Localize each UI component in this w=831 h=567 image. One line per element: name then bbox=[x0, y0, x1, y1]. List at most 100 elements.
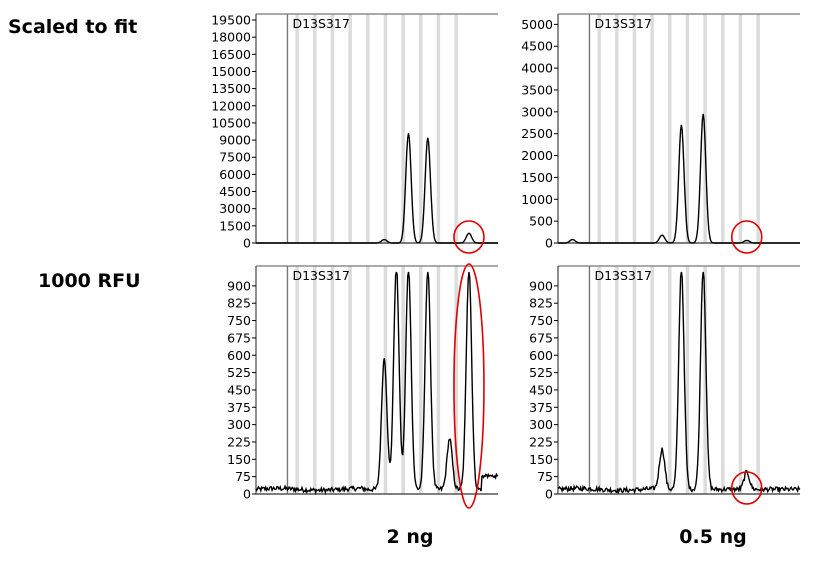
y-tick-label: 0 bbox=[545, 236, 553, 251]
y-tick-label: 375 bbox=[227, 400, 251, 415]
y-tick-label: 0 bbox=[545, 487, 553, 502]
marker-label: D13S317 bbox=[292, 16, 349, 31]
allele-bin-stripe bbox=[454, 14, 458, 243]
y-tick-label: 3000 bbox=[219, 201, 251, 216]
allele-bin-stripe bbox=[721, 266, 725, 494]
y-tick-label: 500 bbox=[529, 214, 553, 229]
allele-bin-stripe bbox=[454, 266, 458, 494]
chart-panel-scaled-05ng: 0 500 1000 1500 2000 2500 3000 3500 4000 4500 5000… bbox=[521, 13, 800, 254]
allele-bin-stripe bbox=[650, 14, 654, 243]
y-tick-label: 2500 bbox=[521, 126, 553, 141]
y-tick-label: 300 bbox=[529, 417, 553, 432]
y-tick-label: 3500 bbox=[521, 82, 553, 97]
allele-bin-stripe bbox=[419, 14, 423, 243]
allele-bin-stripe bbox=[685, 14, 690, 243]
allele-bin-stripe bbox=[650, 266, 654, 494]
y-tick-label: 900 bbox=[529, 278, 553, 293]
highlight-ellipse bbox=[453, 220, 485, 254]
y-tick-label: 75 bbox=[537, 469, 553, 484]
allele-bin-stripe bbox=[632, 266, 637, 494]
column-label-05ng: 0.5 ng bbox=[679, 526, 747, 548]
allele-bin-stripe bbox=[313, 14, 317, 243]
electropherogram-trace bbox=[557, 271, 801, 495]
allele-bin-stripe bbox=[721, 14, 725, 243]
electropherogram-trace bbox=[255, 271, 499, 496]
y-tick-label: 1000 bbox=[521, 192, 553, 207]
allele-bin-stripe bbox=[615, 14, 619, 243]
allele-bin-stripe bbox=[703, 266, 707, 494]
y-tick-label: 675 bbox=[227, 330, 251, 345]
chart-panel-1000rfu-2ng: 0 75 150 225 300 375 450 525 600 675 750 825 900 D13S… bbox=[227, 263, 499, 509]
y-tick-label: 600 bbox=[227, 348, 251, 363]
allele-bins bbox=[597, 14, 760, 243]
allele-bin-stripe bbox=[597, 14, 601, 243]
y-tick-label: 900 bbox=[227, 278, 251, 293]
y-tick-label: 150 bbox=[529, 452, 553, 467]
y-tick-label: 16500 bbox=[211, 47, 251, 62]
y-tick-label: 12000 bbox=[211, 98, 251, 113]
y-tick-label: 10500 bbox=[211, 115, 251, 130]
allele-bin-stripe bbox=[738, 14, 743, 243]
y-tick-label: 1500 bbox=[219, 218, 251, 233]
allele-bin-stripe bbox=[615, 266, 619, 494]
chart-panel-1000rfu-05ng: 0 75 150 225 300 375 450 525 600 675 750 825 900 D13S… bbox=[529, 265, 801, 505]
y-tick-label: 9000 bbox=[219, 133, 251, 148]
y-tick-label: 525 bbox=[227, 365, 251, 380]
allele-bin-stripe bbox=[401, 266, 405, 494]
row-label-scaled-to-fit: Scaled to fit bbox=[8, 16, 138, 38]
marker-label: D13S317 bbox=[594, 16, 651, 31]
allele-bin-stripe bbox=[738, 266, 743, 494]
highlight-ellipse bbox=[730, 220, 763, 254]
y-tick-label: 225 bbox=[227, 434, 251, 449]
allele-bin-stripe bbox=[419, 266, 423, 494]
allele-bin-stripe bbox=[632, 14, 637, 243]
y-tick-label: 6000 bbox=[219, 167, 251, 182]
allele-bin-stripe bbox=[348, 266, 352, 494]
allele-bin-stripe bbox=[668, 14, 672, 243]
y-tick-label: 750 bbox=[529, 313, 553, 328]
y-tick-label: 750 bbox=[227, 313, 251, 328]
allele-bin-stripe bbox=[295, 266, 299, 494]
allele-bins bbox=[295, 14, 458, 243]
marker-label: D13S317 bbox=[594, 268, 651, 283]
allele-bin-stripe bbox=[685, 266, 690, 494]
y-tick-label: 5000 bbox=[521, 17, 553, 32]
y-tick-label: 0 bbox=[243, 236, 251, 251]
allele-bin-stripe bbox=[366, 266, 370, 494]
y-tick-label: 825 bbox=[227, 296, 251, 311]
allele-bins bbox=[597, 266, 760, 494]
allele-bin-stripe bbox=[756, 14, 760, 243]
y-tick-label: 525 bbox=[529, 365, 553, 380]
allele-bin-stripe bbox=[756, 266, 760, 494]
y-tick-label: 225 bbox=[529, 434, 553, 449]
y-tick-label: 450 bbox=[227, 382, 251, 397]
allele-bin-stripe bbox=[383, 14, 388, 243]
y-tick-label: 2000 bbox=[521, 148, 553, 163]
y-tick-label: 375 bbox=[529, 400, 553, 415]
chart-panel-scaled-2ng: 0 1500 3000 4500 6000 7500 9000 10500 12000 13500… bbox=[211, 13, 498, 254]
y-tick-label: 675 bbox=[529, 330, 553, 345]
y-tick-label: 4000 bbox=[521, 61, 553, 76]
y-tick-label: 18000 bbox=[211, 30, 251, 45]
y-tick-label: 600 bbox=[529, 348, 553, 363]
allele-bin-stripe bbox=[436, 14, 441, 243]
highlight-ellipse bbox=[730, 471, 763, 505]
electropherogram-trace bbox=[256, 133, 498, 244]
row-label-1000-rfu: 1000 RFU bbox=[38, 270, 141, 292]
y-tick-label: 3000 bbox=[521, 104, 553, 119]
allele-bin-stripe bbox=[366, 14, 370, 243]
allele-bin-stripe bbox=[295, 14, 299, 243]
allele-bin-stripe bbox=[348, 14, 352, 243]
highlight-ellipse bbox=[453, 263, 485, 509]
y-tick-label: 19500 bbox=[211, 13, 251, 28]
y-tick-label: 150 bbox=[227, 452, 251, 467]
allele-bin-stripe bbox=[313, 266, 317, 494]
y-tick-label: 4500 bbox=[219, 184, 251, 199]
y-tick-label: 15000 bbox=[211, 64, 251, 79]
y-tick-label: 825 bbox=[529, 296, 553, 311]
y-tick-label: 4500 bbox=[521, 39, 553, 54]
y-tick-label: 450 bbox=[529, 382, 553, 397]
column-label-2ng: 2 ng bbox=[386, 526, 434, 548]
allele-bin-stripe bbox=[330, 266, 335, 494]
y-tick-label: 300 bbox=[227, 417, 251, 432]
